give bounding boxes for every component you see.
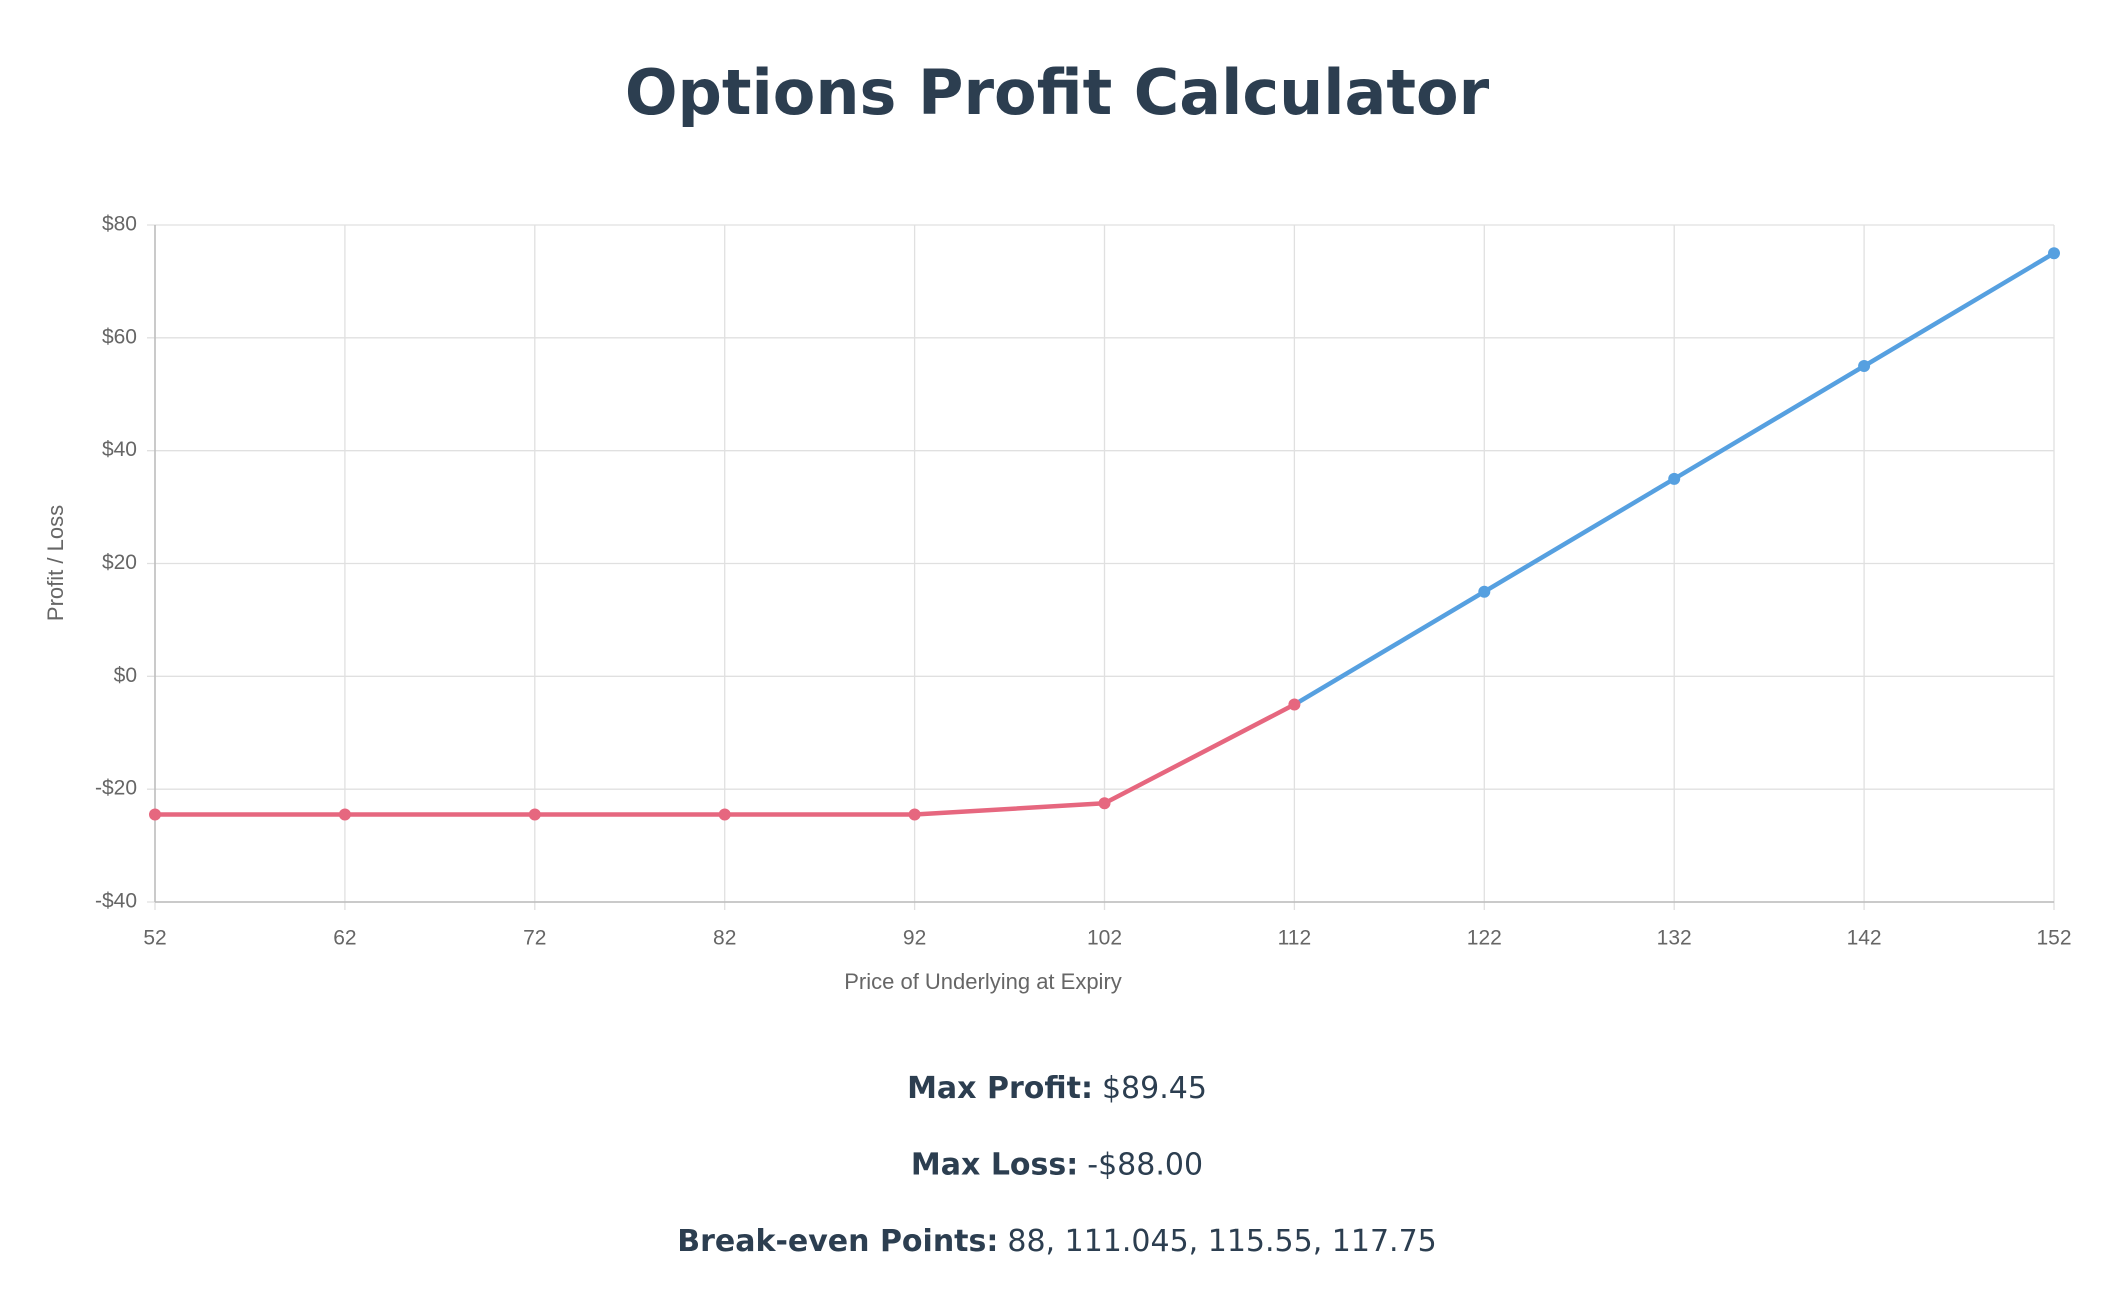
data-point: [1858, 360, 1871, 373]
stat-label: Max Loss:: [911, 1147, 1078, 1182]
stat-line: Break-even Points: 88, 111.045, 115.55, 1…: [677, 1224, 1437, 1259]
stat-label: Break-even Points:: [677, 1224, 998, 1259]
x-tick-label: 82: [713, 927, 736, 950]
data-point: [1668, 472, 1681, 485]
x-tick-label: 102: [1087, 927, 1122, 950]
stat-line: Max Profit: $89.45: [907, 1071, 1207, 1106]
x-tick-label: 122: [1467, 927, 1502, 950]
x-tick-label: 72: [523, 927, 546, 950]
line-segment: [1102, 702, 1297, 806]
data-point: [718, 808, 731, 821]
stat-line: Max Loss: -$88.00: [911, 1147, 1203, 1182]
y-tick-label: $40: [102, 438, 137, 461]
x-tick-label: 142: [1847, 927, 1882, 950]
data-point: [149, 808, 161, 821]
line-segment: [1482, 476, 1677, 594]
x-tick-label: 152: [2036, 927, 2071, 950]
data-point: [338, 808, 351, 821]
data-point: [528, 808, 541, 821]
data-point: [2048, 247, 2060, 260]
stat-value: $89.45: [1102, 1071, 1207, 1106]
y-axis-label: Profit / Loss: [43, 505, 68, 621]
page-title: Options Profit Calculator: [625, 56, 1490, 129]
x-tick-label: 132: [1657, 927, 1692, 950]
y-tick-label: $20: [102, 551, 137, 574]
line-segment: [912, 801, 1107, 817]
data-point: [908, 808, 921, 821]
line-segment: [1671, 363, 1867, 482]
x-tick-label: 62: [333, 927, 356, 950]
stat-value: -$88.00: [1087, 1147, 1203, 1182]
x-tick-label: 92: [903, 927, 926, 950]
y-tick-label: -$40: [95, 890, 137, 913]
line-segment: [1861, 250, 2057, 369]
data-point: [1288, 698, 1301, 711]
line-segment: [1292, 589, 1487, 707]
x-axis-label: Price of Underlying at Expiry: [844, 969, 1122, 994]
stat-value: 88, 111.045, 115.55, 117.75: [1007, 1224, 1436, 1259]
data-point: [1098, 797, 1111, 810]
y-tick-label: $60: [102, 325, 137, 348]
y-tick-label: $0: [114, 664, 137, 687]
x-tick-label: 52: [143, 927, 166, 950]
y-tick-label: -$20: [95, 777, 137, 800]
x-tick-label: 112: [1278, 927, 1311, 950]
y-tick-label: $80: [102, 213, 137, 236]
stat-label: Max Profit:: [907, 1071, 1093, 1106]
data-point: [1478, 585, 1491, 598]
